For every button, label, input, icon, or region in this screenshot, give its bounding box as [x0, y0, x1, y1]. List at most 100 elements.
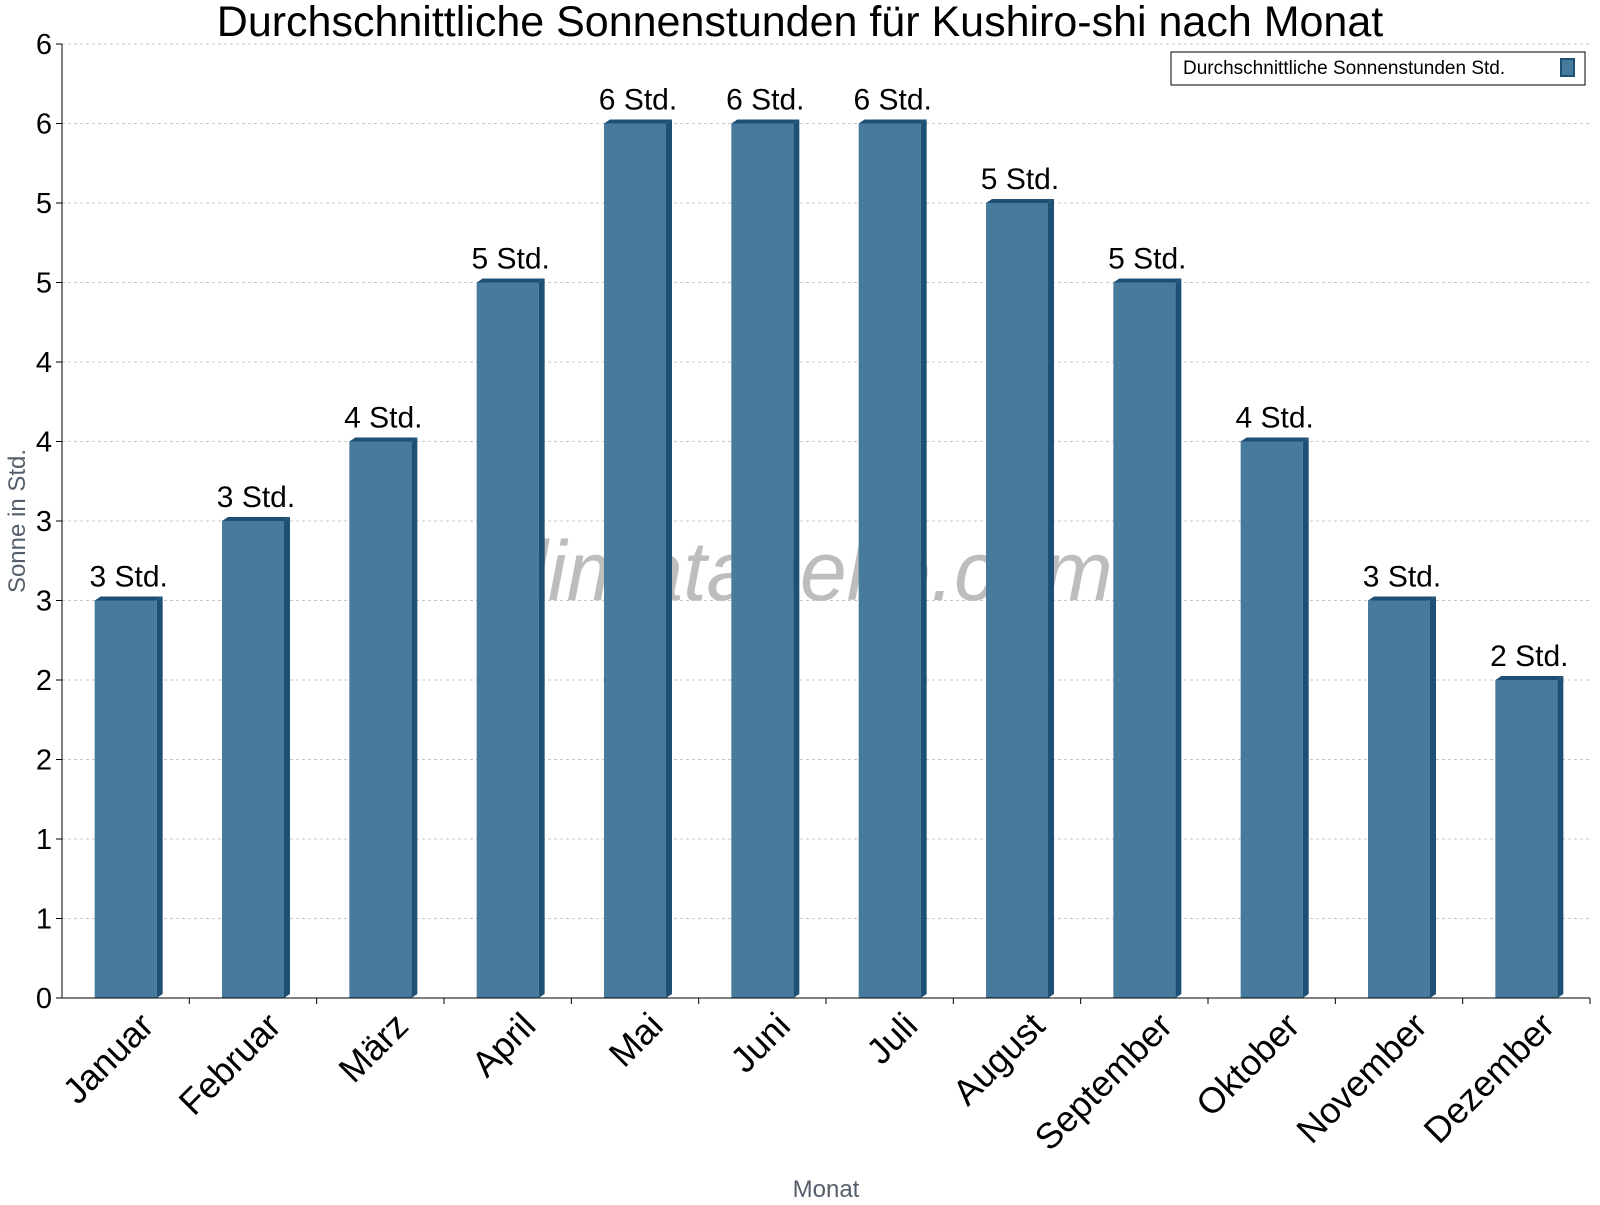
- legend-label: Durchschnittliche Sonnenstunden Std.: [1183, 58, 1505, 79]
- bar-face: [94, 600, 157, 998]
- y-tick-label: 3: [36, 506, 52, 538]
- bar-side: [1048, 199, 1054, 998]
- y-tick-label: 6: [36, 109, 52, 141]
- bar-side: [156, 596, 163, 998]
- bar-top: [1495, 676, 1564, 680]
- x-axis-title: Monat: [793, 1176, 860, 1200]
- axes: [56, 43, 1591, 1004]
- bar-top: [731, 119, 800, 124]
- y-axis-title: Sonne in Std.: [4, 449, 31, 593]
- x-tick-label: Juli: [858, 1005, 925, 1072]
- data-label: 4 Std.: [1235, 402, 1313, 435]
- bar-face: [858, 123, 921, 998]
- data-label: 5 Std.: [471, 243, 549, 276]
- data-label: 3 Std.: [217, 481, 295, 514]
- x-tick-label: Mai: [601, 1005, 671, 1075]
- y-tick-label: 6: [36, 29, 52, 61]
- x-tick-label: Februar: [171, 1005, 289, 1123]
- y-tick-label: 1: [36, 824, 52, 856]
- data-label: 4 Std.: [344, 402, 422, 435]
- x-tick-label: August: [944, 1005, 1052, 1113]
- bar-side: [1175, 278, 1182, 998]
- legend-box: [1170, 51, 1586, 86]
- bar-face: [476, 282, 539, 998]
- bars: [94, 119, 1564, 998]
- bar-side: [1557, 676, 1564, 998]
- chart-title: Durchschnittliche Sonnenstunden für Kush…: [217, 0, 1383, 46]
- y-tick-label: 4: [36, 347, 52, 379]
- bar: [1240, 437, 1309, 998]
- y-tick-label: 2: [36, 665, 52, 697]
- data-label: 6 Std.: [853, 84, 931, 117]
- bar-face: [222, 521, 284, 998]
- bar-top: [986, 199, 1054, 203]
- bar: [1495, 676, 1564, 998]
- x-tick-label: Dezember: [1416, 1005, 1562, 1151]
- bar-top: [1113, 278, 1182, 283]
- y-tick-label: 1: [36, 904, 52, 936]
- bar: [94, 596, 163, 998]
- legend: Durchschnittliche Sonnenstunden Std.: [1170, 51, 1586, 86]
- bar-top: [94, 596, 163, 601]
- bar: [349, 437, 418, 998]
- bar-side: [1302, 437, 1309, 998]
- bar: [222, 517, 290, 998]
- bar-face: [604, 123, 666, 998]
- bar-side: [411, 437, 418, 998]
- bar-top: [1368, 596, 1436, 601]
- bar-side: [284, 517, 290, 998]
- x-tick-label: Oktober: [1188, 1005, 1308, 1125]
- y-tick-label: 3: [36, 586, 52, 618]
- bar: [1368, 596, 1436, 998]
- bar-face: [349, 441, 412, 998]
- bar: [731, 119, 800, 998]
- bar-top: [604, 119, 672, 124]
- data-label: 3 Std.: [89, 561, 167, 594]
- x-tick-label: Januar: [54, 1005, 161, 1112]
- bar-face: [1495, 680, 1558, 998]
- bar-face: [1113, 282, 1176, 998]
- bar-top: [476, 278, 545, 283]
- data-label: 2 Std.: [1490, 640, 1568, 673]
- bar-side: [538, 278, 545, 998]
- data-label: 6 Std.: [599, 84, 677, 117]
- bar-face: [986, 203, 1048, 998]
- bar-side: [920, 119, 927, 998]
- bar-side: [793, 119, 800, 998]
- x-tick-labels: Januar Februar März April Mai Juni Juli AugustS…: [54, 1005, 1562, 1159]
- data-label: 5 Std.: [1108, 243, 1186, 276]
- bar-face: [1368, 600, 1430, 998]
- x-tick-label: März: [330, 1005, 416, 1091]
- data-label: 3 Std.: [1363, 561, 1441, 594]
- y-tick-labels: 0 1 1 2 2 3 3 4 4 5 5 6 6: [36, 29, 52, 1015]
- bar-top: [349, 437, 418, 442]
- legend-swatch: [1560, 58, 1575, 77]
- y-tick-label: 5: [36, 268, 52, 300]
- bar: [858, 119, 927, 998]
- y-tick-label: 4: [36, 427, 52, 459]
- x-tick-label: November: [1288, 1005, 1434, 1151]
- x-tick-label: April: [463, 1005, 543, 1085]
- bar-top: [222, 517, 290, 521]
- y-tick-label: 2: [36, 745, 52, 777]
- bar-top: [1240, 437, 1309, 442]
- y-tick-label: 5: [36, 188, 52, 220]
- bar-side: [1430, 596, 1436, 998]
- data-label: 5 Std.: [981, 163, 1059, 196]
- bar: [1113, 278, 1182, 998]
- bar-side: [666, 119, 672, 998]
- x-tick-label: September: [1026, 1005, 1180, 1159]
- grid-lines: [62, 43, 1590, 919]
- y-tick-label: 0: [36, 983, 52, 1015]
- bar: [986, 199, 1054, 998]
- data-labels: 3 Std. 3 Std. 4 Std. 5 Std. 6 Std. 6 Std. 6 St…: [89, 84, 1568, 674]
- bar: [476, 278, 545, 998]
- data-label: 6 Std.: [726, 84, 804, 117]
- x-tick-label: Juni: [722, 1005, 798, 1081]
- bar-top: [858, 119, 927, 124]
- bar-face: [731, 123, 794, 998]
- bar: [604, 119, 672, 998]
- bar-face: [1240, 441, 1303, 998]
